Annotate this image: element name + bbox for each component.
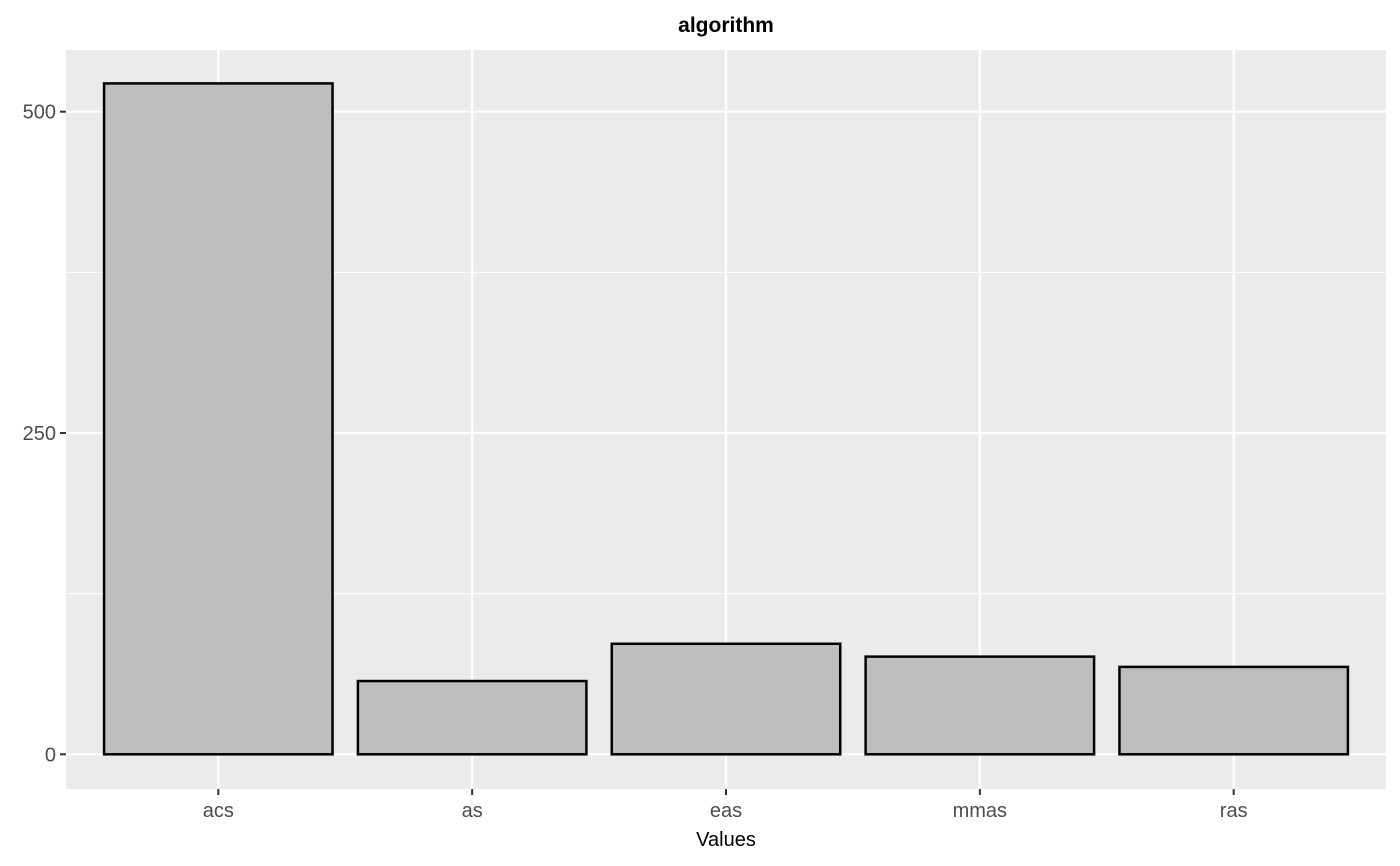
bars	[102, 82, 1350, 756]
y-tick-label: 500	[23, 102, 56, 124]
x-axis: acs as eas mmas ras	[203, 789, 1248, 822]
x-tick-label: mmas	[953, 800, 1007, 822]
x-tick-label: acs	[203, 800, 234, 822]
x-axis-title: Values	[696, 829, 756, 851]
x-tick-label: ras	[1220, 800, 1248, 822]
bar-ras	[1118, 665, 1350, 756]
y-tick-label: 250	[23, 423, 56, 445]
bar-mmas	[864, 655, 1096, 756]
y-axis: 0 250 500	[23, 102, 66, 766]
x-tick-label: as	[462, 800, 483, 822]
bar-acs	[102, 82, 334, 756]
bar-eas	[610, 642, 842, 756]
chart-title: algorithm	[678, 14, 774, 37]
y-tick-label: 0	[45, 744, 56, 766]
bar-as	[356, 679, 588, 756]
x-tick-label: eas	[710, 800, 742, 822]
